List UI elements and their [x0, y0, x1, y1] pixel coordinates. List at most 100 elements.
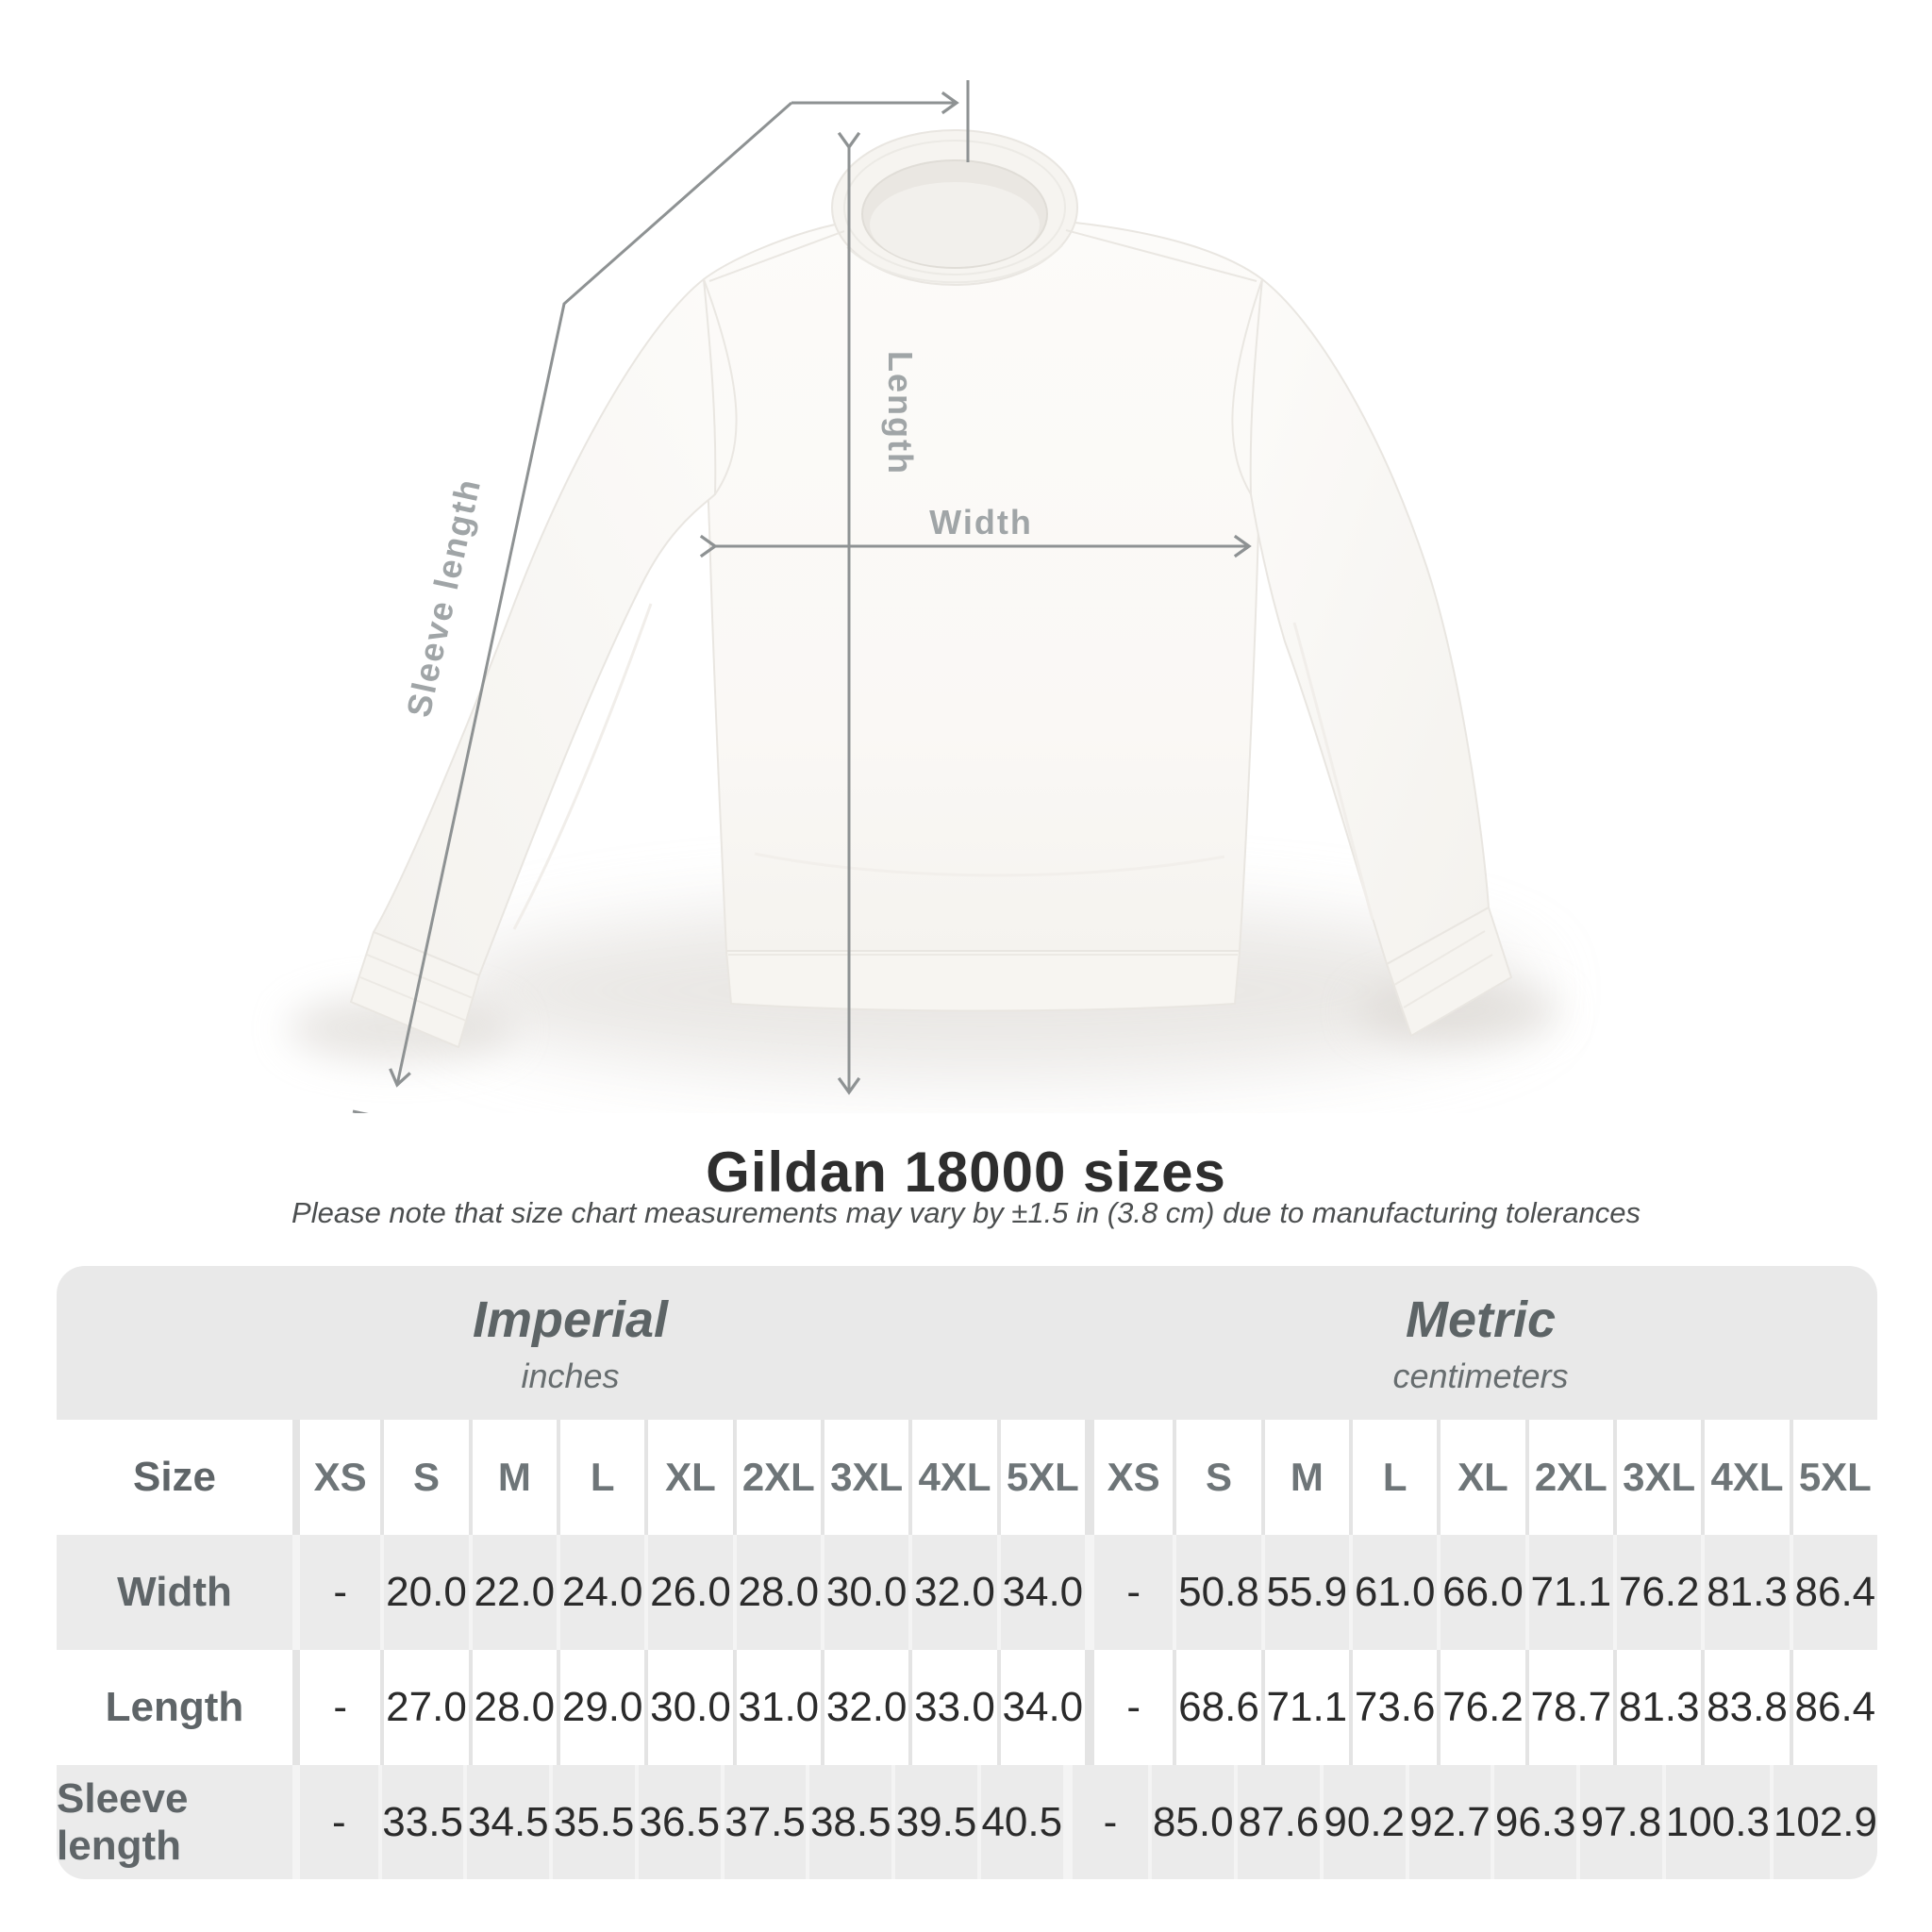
- table-cell: 30.0: [644, 1650, 732, 1765]
- sweatshirt-body: [703, 216, 1263, 952]
- imperial-label: Imperial: [472, 1291, 669, 1348]
- size-col-header-imperial-XL: XL: [644, 1420, 732, 1535]
- row-label: Length: [105, 1684, 244, 1730]
- table-cell: 100.3: [1661, 1765, 1770, 1879]
- sleeve-dimension-tick: [352, 1109, 369, 1113]
- table-cell: 36.5: [634, 1765, 721, 1879]
- size-col-header-metric-XS: XS: [1085, 1420, 1173, 1535]
- size-col-header-imperial-L: L: [557, 1420, 644, 1535]
- table-cell: -: [1085, 1535, 1173, 1650]
- size-col-header-metric-4XL: 4XL: [1701, 1420, 1789, 1535]
- table-cell: -: [1085, 1650, 1173, 1765]
- table-cell: 71.1: [1260, 1650, 1349, 1765]
- table-cell: 73.6: [1349, 1650, 1437, 1765]
- unit-group-band: Imperial inches Metric centimeters: [57, 1266, 1877, 1420]
- size-col-header-imperial-5XL: 5XL: [996, 1420, 1085, 1535]
- size-col-header-metric-3XL: 3XL: [1613, 1420, 1701, 1535]
- table-cell: -: [1062, 1765, 1149, 1879]
- size-col-header-metric-5XL: 5XL: [1789, 1420, 1877, 1535]
- imperial-unit: inches: [521, 1356, 620, 1395]
- table-cell: 33.0: [908, 1650, 996, 1765]
- table-cell: 71.1: [1524, 1535, 1613, 1650]
- size-col-header-imperial-S: S: [380, 1420, 468, 1535]
- table-cell: 34.0: [996, 1535, 1085, 1650]
- sleeve-length-label: Sleeve length: [399, 475, 489, 721]
- table-cell: 35.5: [549, 1765, 635, 1879]
- table-cell: 38.5: [806, 1765, 891, 1879]
- table-cell: 26.0: [644, 1535, 732, 1650]
- sweatshirt-hem: [725, 950, 1241, 1012]
- table-cell: 90.2: [1319, 1765, 1406, 1879]
- size-col-header-imperial-4XL: 4XL: [908, 1420, 996, 1535]
- size-chart-title: Gildan 18000 sizes: [706, 1141, 1226, 1204]
- product-photo: Length Width Sleeve length: [288, 80, 1559, 1113]
- table-cell: 22.0: [468, 1535, 557, 1650]
- table-cell: 76.2: [1437, 1650, 1524, 1765]
- size-header-row: Size XS S M L XL 2XL 3XL 4XL 5XL XS S M L XL 2XL 3XL 4XL 5…: [57, 1420, 1877, 1535]
- unit-group-imperial: Imperial inches: [57, 1266, 1084, 1420]
- table-cell: 24.0: [557, 1535, 644, 1650]
- sleeve-dimension-line: [389, 101, 792, 1088]
- table-cell: 78.7: [1524, 1650, 1613, 1765]
- sweatshirt-right-sleeve: [1249, 278, 1490, 965]
- unit-group-metric: Metric centimeters: [1084, 1266, 1877, 1420]
- table-cell: 32.0: [821, 1650, 908, 1765]
- size-table: Imperial inches Metric centimeters Size X…: [57, 1266, 1877, 1879]
- table-cell: -: [292, 1535, 380, 1650]
- sweatshirt-right-cuff: [1386, 907, 1512, 1037]
- metric-label: Metric: [1405, 1291, 1557, 1348]
- table-row-sleeve-length: Sleeve length -33.5 34.5 35.5 36.5 37.5 38.5 39…: [57, 1765, 1877, 1879]
- size-col-header-imperial-2XL: 2XL: [732, 1420, 821, 1535]
- table-cell: 27.0: [380, 1650, 468, 1765]
- table-cell: 86.4: [1789, 1650, 1877, 1765]
- table-cell: 33.5: [377, 1765, 464, 1879]
- table-cell: 32.0: [908, 1535, 996, 1650]
- size-column-header: Size: [132, 1454, 217, 1500]
- size-col-header-imperial-M: M: [468, 1420, 557, 1535]
- table-row-length: Length -27.0 28.0 29.0 30.0 31.0 32.0 33.0 34.0-…: [57, 1650, 1877, 1765]
- table-cell: 34.0: [996, 1650, 1085, 1765]
- table-cell: 85.0: [1148, 1765, 1234, 1879]
- size-col-header-imperial-3XL: 3XL: [821, 1420, 908, 1535]
- table-cell: 102.9: [1769, 1765, 1877, 1879]
- table-cell: 61.0: [1349, 1535, 1437, 1650]
- width-label: Width: [929, 503, 1033, 541]
- size-col-header-metric-S: S: [1173, 1420, 1260, 1535]
- table-cell: 66.0: [1437, 1535, 1524, 1650]
- table-cell: 34.5: [463, 1765, 549, 1879]
- table-cell: 29.0: [557, 1650, 644, 1765]
- row-label: Sleeve length: [57, 1774, 189, 1869]
- size-col-header-metric-M: M: [1260, 1420, 1349, 1535]
- table-cell: 81.3: [1701, 1535, 1789, 1650]
- table-cell: 92.7: [1405, 1765, 1491, 1879]
- metric-unit: centimeters: [1392, 1356, 1569, 1395]
- table-row-width: Width -20.0 22.0 24.0 26.0 28.0 30.0 32.0 34.0-5…: [57, 1535, 1877, 1650]
- table-cell: 20.0: [380, 1535, 468, 1650]
- length-label: Length: [881, 351, 920, 475]
- size-col-header-metric-L: L: [1349, 1420, 1437, 1535]
- row-label: Width: [117, 1569, 232, 1615]
- table-cell: 68.6: [1173, 1650, 1260, 1765]
- table-cell: 30.0: [821, 1535, 908, 1650]
- size-col-header-metric-2XL: 2XL: [1524, 1420, 1613, 1535]
- table-cell: 31.0: [732, 1650, 821, 1765]
- table-cell: 97.8: [1576, 1765, 1662, 1879]
- table-cell: 76.2: [1613, 1535, 1701, 1650]
- measurement-annotations: [352, 80, 1252, 1113]
- table-cell: 83.8: [1701, 1650, 1789, 1765]
- table-cell: 28.0: [732, 1535, 821, 1650]
- table-cell: 50.8: [1173, 1535, 1260, 1650]
- table-cell: 39.5: [891, 1765, 977, 1879]
- table-cell: -: [292, 1650, 380, 1765]
- size-col-header-metric-XL: XL: [1437, 1420, 1524, 1535]
- table-cell: 96.3: [1491, 1765, 1576, 1879]
- table-cell: -: [292, 1765, 378, 1879]
- table-cell: 55.9: [1260, 1535, 1349, 1650]
- table-cell: 40.5: [976, 1765, 1063, 1879]
- table-cell: 37.5: [720, 1765, 807, 1879]
- table-cell: 81.3: [1613, 1650, 1701, 1765]
- table-cell: 86.4: [1789, 1535, 1877, 1650]
- sweatshirt: [350, 129, 1512, 1048]
- size-chart-tolerance-note: Please note that size chart measurements…: [291, 1196, 1641, 1229]
- table-cell: 87.6: [1234, 1765, 1320, 1879]
